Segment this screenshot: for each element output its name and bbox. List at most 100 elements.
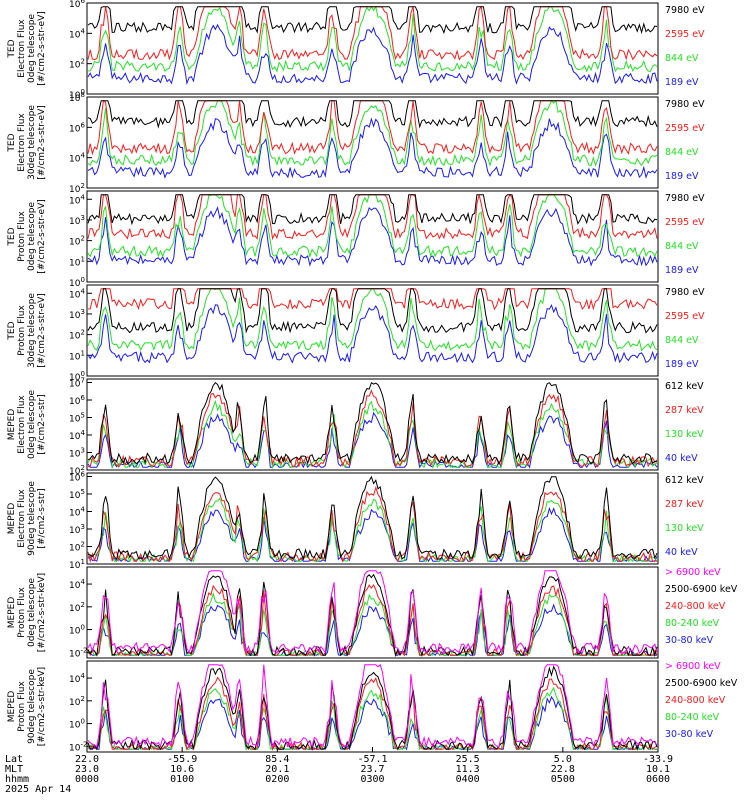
legend-entry: 287 keV [665, 499, 704, 510]
y-tick-label: 100 [69, 88, 85, 101]
x-tick-label-lat: 85.4 [265, 754, 289, 765]
series-magenta [87, 570, 658, 655]
legend-entry: 612 keV [665, 381, 704, 392]
series-green [87, 497, 658, 563]
panel-7: 10-2 100 102 104 MEPEDProton Flux0deg telesc… [7, 566, 738, 659]
y-tick-label: 100 [69, 624, 85, 637]
panel-3: 100 101 102 103 104 TEDProton Flux0deg telesc… [7, 190, 705, 289]
y-tick-label: 102 [69, 695, 85, 708]
x-tick-label-mlt: 23.7 [360, 764, 384, 775]
y-axis-label: MEPEDElectron Flux0deg telescope[#/cm2-s… [7, 390, 47, 460]
series-black [87, 381, 658, 465]
x-tick-label-time: 0000 [75, 774, 99, 785]
y-tick-label: 105 [69, 412, 85, 425]
y-tick-label: 103 [69, 308, 85, 321]
y-tick-label: 100 [69, 276, 85, 289]
legend-entry: > 6900 keV [665, 661, 721, 672]
series-red [87, 485, 658, 564]
y-tick-label: 106 [69, 121, 85, 134]
legend-entry: 2500-6900 keV [665, 584, 738, 595]
series-black [87, 194, 658, 226]
x-tick-label-time: 0400 [456, 774, 480, 785]
legend-entry: 30-80 keV [665, 729, 714, 740]
x-row-label: Lat [5, 754, 23, 765]
series-blue [87, 506, 658, 563]
x-row-label: hhmm [5, 774, 29, 785]
y-tick-label: 102 [69, 541, 85, 554]
x-tick-label-time: 0500 [551, 774, 575, 785]
panel-frame [86, 96, 659, 189]
series-black [87, 288, 658, 334]
y-tick-label: 103 [69, 447, 85, 460]
series-green [87, 5, 658, 73]
y-tick-label: 104 [69, 578, 85, 591]
legend-entry: 844 eV [665, 335, 699, 346]
legend-entry: 844 eV [665, 241, 699, 252]
y-tick-label: 102 [69, 182, 85, 195]
y-tick-label: 101 [69, 255, 85, 268]
y-tick-label: 106 [69, 471, 85, 484]
y-tick-label: 104 [69, 506, 85, 519]
y-tick-label: 100 [69, 718, 85, 731]
panel-4: 100 101 102 103 104 TEDProton Flux30deg teles… [7, 284, 705, 383]
y-tick-label: 104 [69, 287, 85, 300]
y-tick-label: 105 [69, 488, 85, 501]
legend-entry: 40 keV [665, 547, 698, 558]
x-tick-label-mlt: 10.1 [646, 764, 670, 775]
y-axis-label: TEDProton Flux0deg telescope[#/cm2-s-str… [7, 199, 47, 274]
x-tick-label-lat: 5.0 [554, 754, 572, 765]
y-tick-label: 103 [69, 214, 85, 227]
x-tick-label-time: 0600 [646, 774, 670, 785]
panel-frame [86, 566, 659, 659]
series-blue [87, 23, 658, 86]
x-tick-label-lat: -57.1 [357, 754, 387, 765]
series-black [87, 475, 658, 561]
series-red [87, 288, 658, 311]
series-blue [87, 117, 658, 179]
legend-entry: 130 keV [665, 523, 704, 534]
y-axis-label: TEDProton Flux30deg telescope[#/cm2-s-st… [7, 293, 47, 368]
panel-frame [86, 190, 659, 283]
legend-entry: 7980 eV [665, 287, 705, 298]
panel-frame [86, 378, 659, 471]
series-black [87, 6, 658, 35]
panel-6: 101 102 103 104 105 106 MEPEDElectron Flux90de… [7, 471, 704, 572]
series-green [87, 686, 657, 751]
x-tick-label-time: 0200 [265, 774, 289, 785]
panel-8: 10-2 100 102 104 MEPEDProton Flux90deg teles… [7, 660, 738, 753]
y-tick-label: 102 [69, 58, 85, 71]
panel-1: 100 102 104 106 TEDElectron Flux0deg telesco… [7, 0, 705, 101]
x-row-label: MLT [5, 764, 23, 775]
y-axis-label: MEPEDElectron Flux90deg telescope[#/cm2-… [7, 481, 47, 556]
y-tick-label: 106 [69, 394, 85, 407]
panel-frame [86, 2, 659, 95]
y-tick-label: 108 [69, 91, 85, 104]
legend-entry: 7980 eV [665, 5, 705, 16]
y-tick-label: 104 [69, 152, 85, 165]
series-green [87, 99, 658, 168]
legend-entry: 189 eV [665, 265, 699, 276]
y-tick-label: 104 [69, 27, 85, 40]
y-axis-label: MEPEDProton Flux0deg telescope[#/cm2-s-s… [7, 573, 47, 652]
legend-entry: 189 eV [665, 171, 699, 182]
legend-entry: 2595 eV [665, 29, 705, 40]
legend-entry: 844 eV [665, 147, 699, 158]
series-green [87, 592, 658, 657]
y-tick-label: 102 [69, 235, 85, 248]
legend-entry: 189 eV [665, 77, 699, 88]
x-row-label: 2025 Apr 14 [5, 784, 71, 795]
legend-entry: 2595 eV [665, 311, 705, 322]
y-tick-label: 102 [69, 329, 85, 342]
y-axis-label: MEPEDProton Flux90deg telescope[#/cm2-s-… [7, 667, 47, 746]
y-tick-label: 10-2 [69, 646, 87, 659]
y-tick-label: 100 [69, 370, 85, 383]
x-tick-label-lat: -33.9 [643, 754, 673, 765]
y-tick-label: 104 [69, 429, 85, 442]
y-tick-label: 101 [69, 558, 85, 571]
series-blue [87, 303, 658, 364]
y-tick-label: 106 [69, 0, 85, 10]
x-tick-label-lat: -55.9 [167, 754, 197, 765]
legend-entry: 2595 eV [665, 123, 705, 134]
